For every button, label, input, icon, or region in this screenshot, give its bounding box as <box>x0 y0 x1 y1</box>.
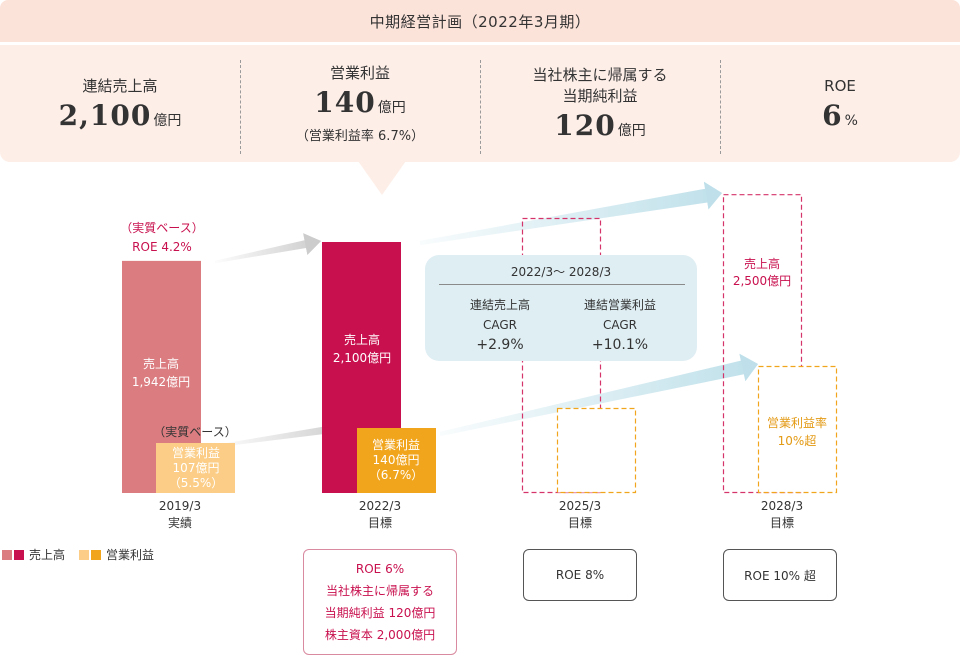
bar-label-sales-2028: 2,500億円 <box>733 274 791 288</box>
kpi-note: （営業利益率 6.7%） <box>295 129 425 144</box>
annotation-roe-2019: ROE 4.2% <box>132 240 192 254</box>
bar-op-2025 <box>556 407 637 494</box>
plan-caret <box>358 161 406 195</box>
target-box-2028: ROE 10% 超 <box>723 549 837 601</box>
category-label: 2028/3 <box>761 499 803 513</box>
kpi-sales: 連結売上高 2,100 億円 <box>0 45 240 162</box>
kpi-label: ROE <box>824 76 856 95</box>
category-sublabel: 目標 <box>568 516 592 530</box>
cagr-title: 2022/3〜 2028/3 <box>510 265 612 279</box>
legend-swatch <box>14 549 24 560</box>
legend-label: 売上高 <box>29 548 66 562</box>
kpi-operating-profit: 営業利益 140 億円 （営業利益率 6.7%） <box>240 45 480 162</box>
cagr-sales: 連結売上高 CAGR +2.9% <box>440 295 560 355</box>
target-net-income: 当期純利益 120億円 <box>324 606 436 620</box>
plan-title-text: 中期経営計画（2022年3月期） <box>369 12 591 31</box>
category-label: 2025/3 <box>559 499 601 513</box>
target-equity: 株主資本 2,000億円 <box>324 628 436 642</box>
annotation-roe-basis: （実質ベース） <box>120 220 203 235</box>
legend-item-op: 営業利益 <box>79 546 154 563</box>
cagr-value: +2.9% <box>476 337 524 353</box>
kpi-divider <box>720 60 721 154</box>
cagr-sub: CAGR <box>482 318 517 332</box>
arrow-op-2019-2022 <box>215 417 354 448</box>
cagr-operating-profit: 連結営業利益 CAGR +10.1% <box>560 295 680 355</box>
arrow-op-2022-2028-head <box>739 353 758 382</box>
bar-label-sales-2022: 2,100億円 <box>333 351 391 365</box>
kpi-unit: 億円 <box>377 100 406 116</box>
target-net-income-label: 当社株主に帰属する <box>325 584 434 598</box>
legend-swatch <box>79 549 90 560</box>
kpi-unit: % <box>844 112 858 129</box>
bar-label-sales-2019: 売上高 <box>143 356 179 371</box>
bar-sales-2028 <box>722 194 803 494</box>
arrow-op-2019-2022-head <box>336 417 354 440</box>
category-sublabel: 実績 <box>168 515 192 530</box>
target-box-2025: ROE 8% <box>523 549 637 601</box>
legend-swatch <box>2 549 12 560</box>
target-box-2022: ROE 6% 当社株主に帰属する 当期純利益 120億円 株主資本 2,000億… <box>303 549 457 655</box>
kpi-net-income: 当社株主に帰属する 当期純利益 120 億円 <box>480 45 720 162</box>
kpi-value: 6 <box>822 98 843 132</box>
annotation-op-basis: （実質ベース） <box>153 424 236 439</box>
arrow-sales-2019-2022-head <box>303 233 321 255</box>
cagr-label: 連結営業利益 <box>583 298 656 312</box>
cagr-divider <box>439 284 685 285</box>
bar-label-sales-2028: 売上高 <box>744 256 780 271</box>
cagr-box: 2022/3〜 2028/3 連結売上高 CAGR +2.9% 連結営業利益 C… <box>425 255 697 361</box>
bar-label-op-2028: 10%超 <box>778 433 817 448</box>
cagr-sub: CAGR <box>602 318 637 332</box>
kpi-value: 140 <box>314 86 376 119</box>
category-label: 2019/3 <box>159 499 201 513</box>
plan-title: 中期経営計画（2022年3月期） <box>0 0 960 42</box>
kpi-divider <box>240 60 241 154</box>
kpi-roe: ROE 6 % <box>720 45 960 162</box>
category-sublabel: 目標 <box>770 516 794 530</box>
kpi-value: 120 <box>554 109 616 142</box>
arrow-op-2022-2028 <box>439 353 758 437</box>
bar-label-op-2019: 107億円 <box>173 461 220 475</box>
bar-label-op-2019: 営業利益 <box>172 446 220 460</box>
bar-label-op-2022: 営業利益 <box>372 438 420 452</box>
bar-label-op-2019: （5.5%） <box>169 476 224 490</box>
bar-op-2022 <box>357 428 436 493</box>
bar-label-op-2022: （6.7%） <box>369 468 424 482</box>
kpi-label: 連結売上高 <box>82 76 158 95</box>
cagr-value: +10.1% <box>591 337 649 353</box>
bar-label-sales-2022: 売上高 <box>344 332 380 347</box>
kpi-divider <box>480 60 481 154</box>
arrow-sales-2019-2022 <box>214 233 321 264</box>
legend-swatch <box>91 549 102 560</box>
kpi-label: 営業利益 <box>329 64 390 82</box>
bar-op-2019 <box>156 443 235 493</box>
target-roe: ROE 8% <box>555 568 605 582</box>
category-sublabel: 目標 <box>368 516 392 530</box>
arrow-sales-2022-2028 <box>419 181 722 246</box>
legend-label: 営業利益 <box>106 548 155 562</box>
target-roe: ROE 10% 超 <box>744 568 816 583</box>
bar-label-op-2022: 140億円 <box>373 453 420 467</box>
legend-item-sales: 売上高 <box>2 546 65 563</box>
arrow-sales-2022-2028-head <box>703 181 722 210</box>
kpi-label: 当社株主に帰属する 当期純利益 <box>532 66 668 105</box>
kpi-unit: 億円 <box>153 112 182 129</box>
cagr-label: 連結売上高 <box>469 298 530 312</box>
bar-op-2028 <box>757 365 838 494</box>
bar-label-op-2028: 営業利益率 <box>767 415 827 430</box>
bar-sales-2022 <box>322 242 401 493</box>
kpi-value: 2,100 <box>58 98 152 132</box>
bar-label-sales-2019: 1,942億円 <box>132 375 190 389</box>
bar-sales-2019 <box>122 260 201 493</box>
kpi-unit: 億円 <box>617 123 646 139</box>
target-roe: ROE 6% <box>355 562 405 576</box>
category-label: 2022/3 <box>359 499 401 513</box>
legend: 売上高 営業利益 <box>2 546 168 563</box>
